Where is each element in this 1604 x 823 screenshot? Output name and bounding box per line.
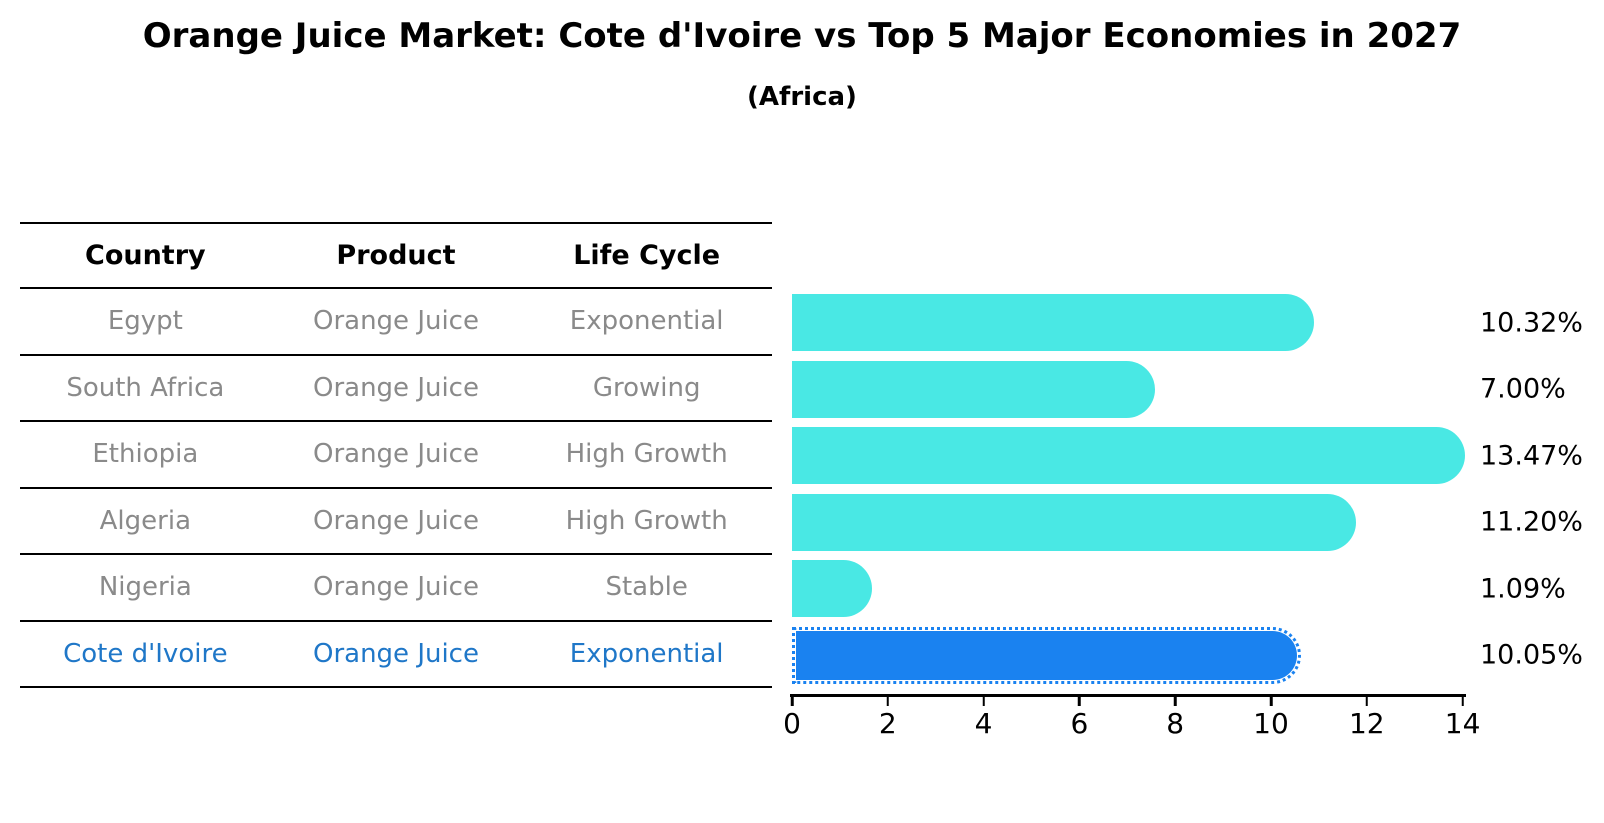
value-label-egypt: 10.32% [1480,307,1583,338]
table-row-cote-d-ivoire: Cote d'Ivoire Orange Juice Exponential [20,622,772,688]
cell-country: Egypt [107,306,183,337]
cell-life-cycle: High Growth [565,439,728,470]
x-tick-label: 8 [1166,707,1185,740]
cell-country: South Africa [66,372,225,403]
bar-cote-d-ivoire [792,626,1302,684]
table-row-south-africa: South Africa Orange Juice Growing [20,356,772,422]
x-tick-label: 6 [1070,707,1089,740]
cell-life-cycle: High Growth [565,505,728,536]
cell-product: Orange Juice [312,505,479,536]
value-label-south-africa: 7.00% [1480,373,1566,405]
x-axis-line [790,694,1466,697]
value-label-nigeria: 1.09% [1480,573,1566,604]
table-row-algeria: Algeria Orange Juice High Growth [20,489,772,555]
x-tick-label: 4 [974,707,993,740]
x-tick-mark [886,696,890,706]
value-label-cote-d-ivoire: 10.05% [1480,639,1583,671]
cell-country: Algeria [99,505,191,536]
cell-product: Orange Juice [312,306,479,337]
x-tick-mark [982,696,985,706]
bar-fill [796,630,1298,680]
bar-nigeria [792,560,873,617]
chart-subtitle: (Africa) [747,82,857,112]
x-tick-label: 14 [1444,707,1481,740]
table-header-row: Country Product Life Cycle [20,222,772,289]
bar-egypt [792,294,1315,351]
cell-life-cycle: Stable [605,572,688,603]
cell-country: Nigeria [98,572,192,603]
cell-life-cycle: Exponential [569,306,724,337]
table-row-nigeria: Nigeria Orange Juice Stable [20,555,772,622]
cell-product: Orange Juice [312,372,479,403]
bar-south-africa [792,360,1156,418]
x-tick-label: 0 [783,707,801,740]
cell-country: Ethiopia [92,439,199,470]
table-body: Egypt Orange Juice Exponential South Africa… [20,289,772,688]
value-label-algeria: 11.20% [1480,506,1583,538]
cell-product: Orange Juice [312,439,479,470]
x-tick-label: 10 [1253,707,1289,740]
x-tick-mark [790,696,794,706]
table-row-ethiopia: Ethiopia Orange Juice High Growth [20,422,772,489]
header-cell-product: Product [336,240,456,271]
cell-country: Cote d'Ivoire [63,638,228,669]
chart-title: Orange Juice Market: Cote d'Ivoire vs To… [142,16,1462,56]
x-tick-mark [1365,696,1369,706]
x-tick-mark [1078,696,1081,706]
cell-life-cycle: Growing [592,372,701,403]
country-table: Country Product Life Cycle Egypt Orange Jui… [20,222,772,688]
bar-algeria [792,493,1357,551]
cell-life-cycle: Exponential [569,638,724,669]
cell-product: Orange Juice [312,572,479,603]
header-cell-country: Country [85,240,206,271]
value-label-ethiopia: 13.47% [1480,440,1583,471]
x-tick-mark [1269,696,1273,706]
x-tick-mark [1173,696,1177,706]
cell-product: Orange Juice [312,638,479,669]
header-cell-life-cycle: Life Cycle [573,240,721,271]
x-tick-label: 2 [878,707,897,740]
x-tick-mark [1461,696,1464,706]
x-tick-label: 12 [1348,707,1385,740]
bar-ethiopia [792,427,1466,484]
table-row-egypt: Egypt Orange Juice Exponential [20,289,772,356]
